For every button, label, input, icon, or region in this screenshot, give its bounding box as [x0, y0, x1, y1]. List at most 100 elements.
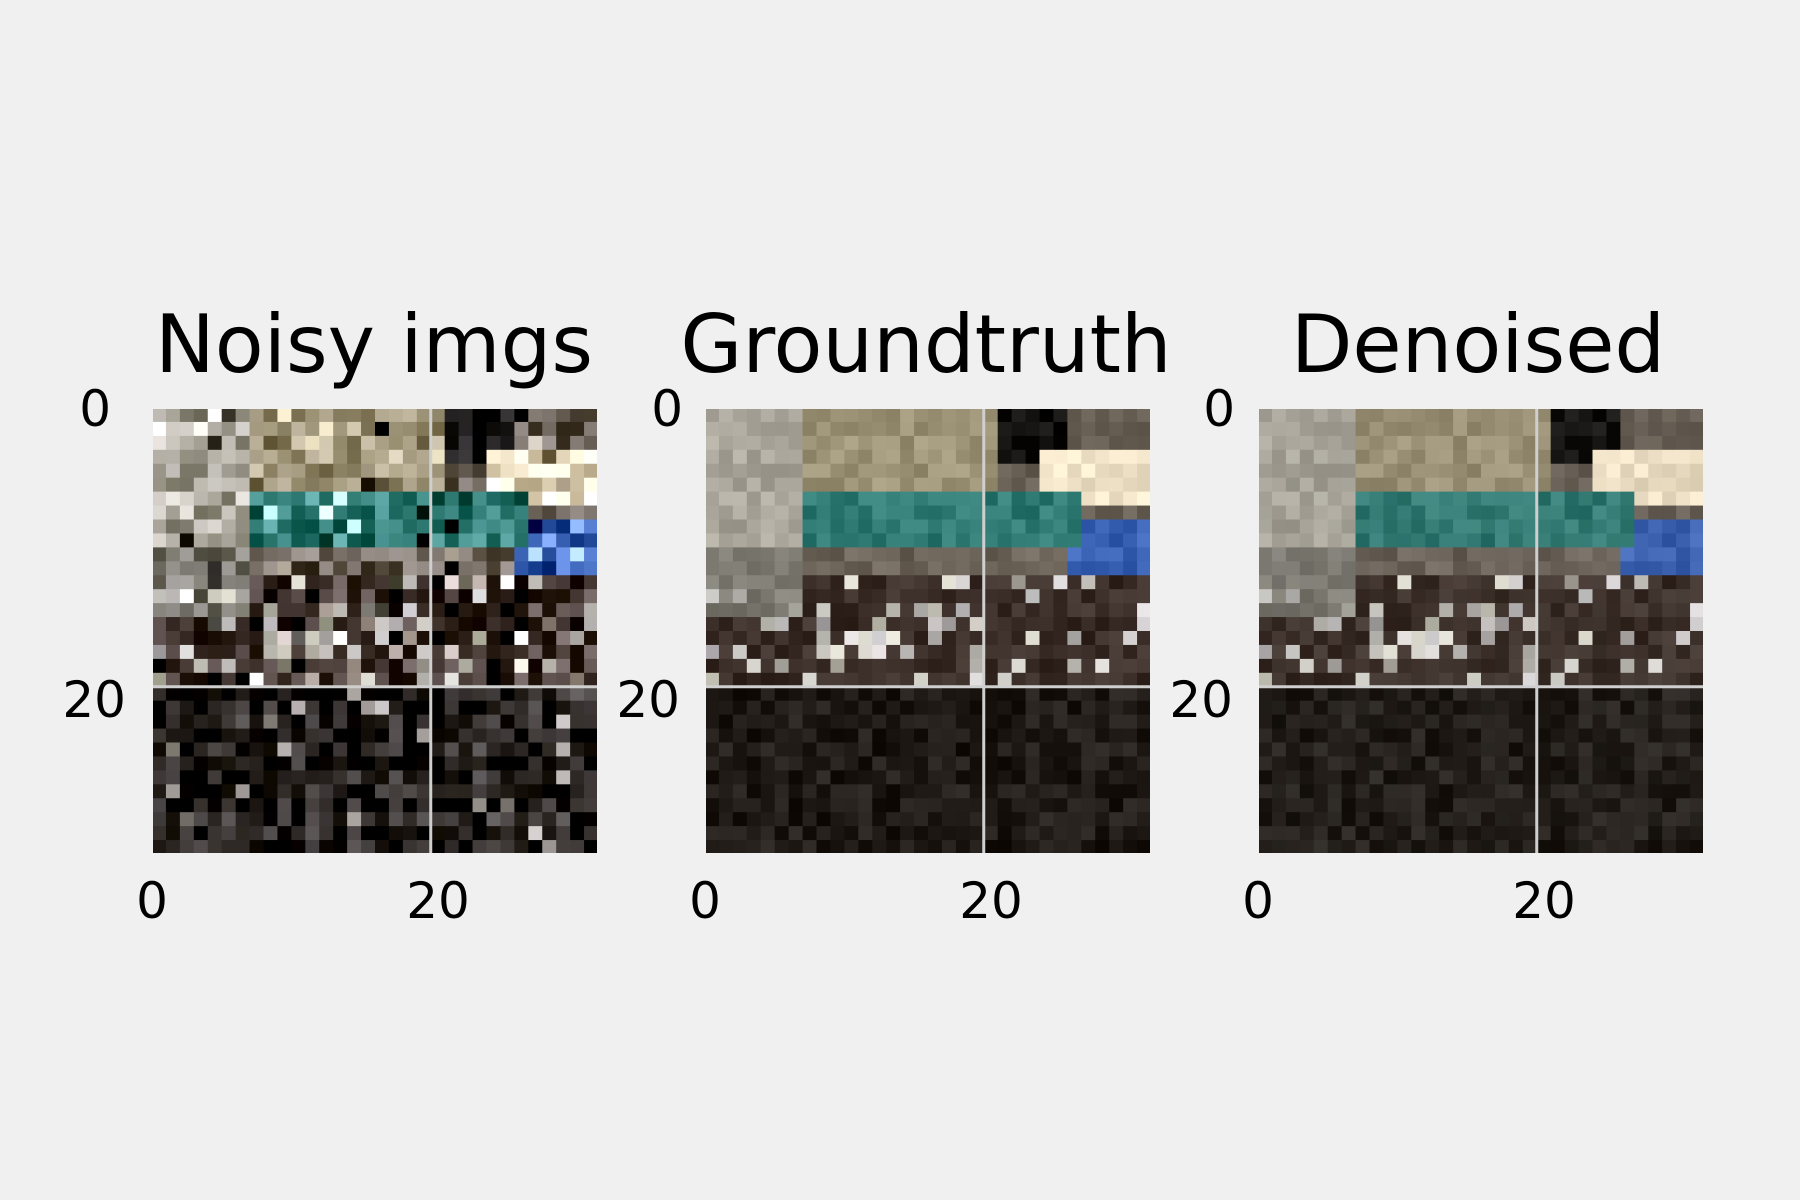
image-pixel — [486, 756, 502, 771]
image-pixel — [570, 617, 585, 632]
image-pixel — [844, 421, 859, 437]
image-pixel — [1648, 826, 1663, 841]
image-pixel — [955, 589, 971, 604]
image-pixel — [969, 435, 985, 451]
image-pixel — [1606, 728, 1621, 744]
image-pixel — [1662, 644, 1677, 660]
image-pixel — [1536, 826, 1552, 841]
image-pixel — [941, 589, 957, 604]
image-pixel — [732, 686, 748, 702]
image-pixel — [388, 449, 404, 465]
image-pixel — [774, 477, 790, 493]
image-pixel — [1081, 658, 1096, 674]
image-pixel — [263, 561, 279, 576]
image-pixel — [1578, 435, 1594, 451]
image-pixel — [1550, 756, 1566, 771]
image-pixel — [1397, 798, 1412, 813]
image-pixel — [1634, 519, 1649, 535]
image-pixel — [291, 575, 306, 590]
image-pixel — [1327, 714, 1343, 730]
image-pixel — [1648, 449, 1663, 465]
image-pixel — [416, 631, 432, 646]
image-pixel — [718, 742, 734, 758]
image-pixel — [402, 826, 418, 841]
image-pixel — [500, 505, 515, 521]
image-pixel — [1648, 714, 1663, 730]
image-pixel — [528, 617, 543, 632]
image-pixel — [1025, 435, 1041, 451]
image-pixel — [542, 840, 557, 855]
image-pixel — [305, 812, 320, 827]
image-pixel — [1355, 491, 1371, 507]
image-pixel — [1439, 589, 1454, 604]
image-pixel — [458, 477, 474, 493]
image-pixel — [844, 449, 859, 465]
image-pixel — [1271, 644, 1287, 660]
image-pixel — [928, 672, 943, 688]
image-pixel — [221, 575, 237, 590]
image-pixel — [1550, 728, 1566, 744]
image-pixel — [941, 435, 957, 451]
image-pixel — [1095, 644, 1110, 660]
image-pixel — [844, 798, 859, 813]
image-pixel — [1508, 840, 1524, 855]
image-pixel — [263, 603, 279, 618]
image-pixel — [305, 742, 320, 758]
image-pixel — [705, 742, 720, 758]
image-pixel — [746, 408, 762, 423]
image-pixel — [1536, 728, 1552, 744]
image-pixel — [802, 519, 818, 535]
image-pixel — [928, 505, 943, 521]
image-pixel — [430, 421, 446, 437]
image-pixel — [997, 435, 1013, 451]
image-pixel — [165, 519, 181, 535]
image-pixel — [1039, 435, 1055, 451]
image-pixel — [1481, 700, 1496, 716]
image-pixel — [746, 784, 762, 799]
image-pixel — [1620, 770, 1635, 785]
image-pixel — [1067, 533, 1082, 548]
image-pixel — [1411, 714, 1426, 730]
image-pixel — [1341, 672, 1357, 688]
image-pixel — [207, 477, 223, 493]
image-pixel — [472, 714, 488, 730]
image-pixel — [1690, 435, 1705, 451]
image-pixel — [1137, 449, 1152, 465]
image-pixel — [1355, 477, 1371, 493]
image-pixel — [1299, 770, 1315, 785]
image-pixel — [1536, 714, 1552, 730]
image-pixel — [1039, 784, 1055, 799]
image-pixel — [514, 533, 529, 548]
image-pixel — [1397, 742, 1412, 758]
image-pixel — [1508, 700, 1524, 716]
image-pixel — [291, 770, 306, 785]
image-pixel — [718, 784, 734, 799]
image-pixel — [388, 533, 404, 548]
image-pixel — [997, 463, 1013, 479]
image-pixel — [1536, 770, 1552, 785]
image-pixel — [1258, 519, 1273, 535]
image-pixel — [830, 505, 845, 521]
image-pixel — [375, 505, 390, 521]
image-pixel — [1592, 589, 1608, 604]
image-pixel — [319, 477, 334, 493]
image-pixel — [774, 603, 790, 618]
image-pixel — [1369, 714, 1385, 730]
image-pixel — [900, 644, 915, 660]
image-pixel — [584, 742, 599, 758]
image-pixel — [802, 658, 818, 674]
image-pixel — [235, 575, 251, 590]
image-pixel — [900, 672, 915, 688]
image-pixel — [472, 491, 488, 507]
image-pixel — [1606, 617, 1621, 632]
image-pixel — [1620, 589, 1635, 604]
image-pixel — [1039, 742, 1055, 758]
image-pixel — [263, 421, 279, 437]
image-pixel — [584, 826, 599, 841]
image-pixel — [1481, 603, 1496, 618]
image-pixel — [928, 617, 943, 632]
image-pixel — [1039, 631, 1055, 646]
image-pixel — [1425, 644, 1440, 660]
image-pixel — [1313, 784, 1329, 799]
image-pixel — [458, 449, 474, 465]
